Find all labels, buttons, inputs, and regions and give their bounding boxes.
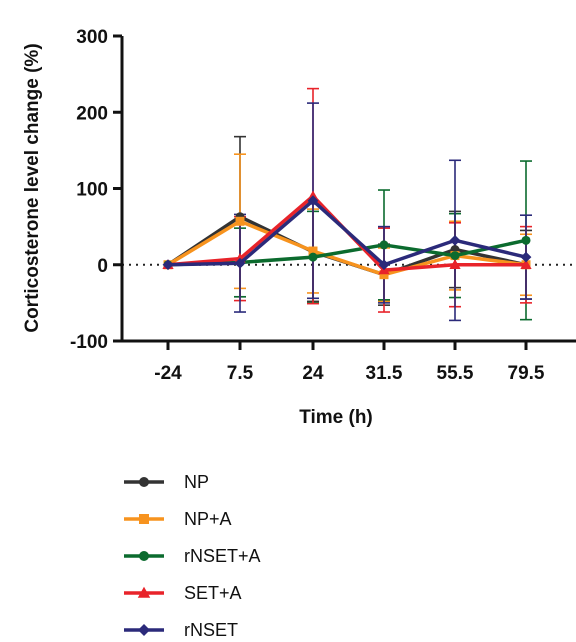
x-axis-title: Time (h): [299, 407, 373, 428]
data-point: [235, 216, 245, 226]
legend-label-set-a: SET+A: [184, 583, 242, 603]
legend-label-rnset: rNSET: [184, 620, 238, 637]
y-tick-label: 0: [97, 256, 108, 277]
x-tick-label: 24: [302, 363, 324, 384]
data-point: [378, 259, 390, 271]
data-point: [379, 270, 389, 280]
y-tick-label: 200: [76, 103, 108, 124]
data-point: [449, 234, 461, 246]
data-point: [308, 252, 318, 262]
y-tick-label: 100: [76, 180, 108, 201]
data-point: [521, 235, 531, 245]
legend-label-rnset-a: rNSET+A: [184, 546, 261, 566]
series-line-rnset: [167, 198, 527, 267]
data-point: [307, 195, 319, 207]
x-tick-label: -24: [154, 363, 182, 384]
x-tick-label: 55.5: [437, 363, 474, 384]
data-point: [162, 259, 174, 271]
data-point: [520, 259, 532, 269]
data-point: [450, 251, 460, 261]
x-tick-label: 31.5: [366, 363, 403, 384]
data-point: [449, 259, 461, 269]
y-tick-label: 300: [76, 27, 108, 48]
y-axis-title: Corticosterone level change (%): [22, 43, 43, 332]
data-point: [234, 257, 246, 269]
data-point: [308, 246, 318, 256]
legend-label-np: NP: [184, 472, 209, 492]
data-point: [520, 251, 532, 263]
data-point: [379, 240, 389, 250]
legend-marker-np-a: [139, 514, 149, 524]
legend-label-np-a: NP+A: [184, 509, 232, 529]
legend-marker-rnset-a: [139, 551, 149, 561]
series-line-np-a: [167, 219, 527, 277]
legend-marker-set-a: [137, 586, 151, 598]
x-tick-label: 7.5: [227, 363, 254, 384]
legend-marker-rnset: [138, 624, 150, 636]
legend-marker-np: [139, 477, 149, 487]
y-tick-label: -100: [70, 332, 108, 353]
x-tick-label: 79.5: [508, 363, 545, 384]
